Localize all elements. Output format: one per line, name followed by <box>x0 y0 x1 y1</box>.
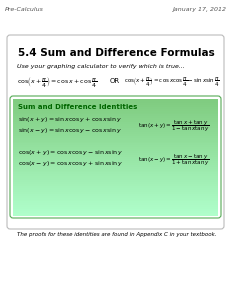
Bar <box>13 120 218 123</box>
Bar <box>13 101 218 104</box>
Bar <box>13 136 218 138</box>
Text: $\cos(x+y)=\cos x\cos y-\sin x\sin y$: $\cos(x+y)=\cos x\cos y-\sin x\sin y$ <box>18 148 124 157</box>
Bar <box>13 203 218 206</box>
Bar <box>13 130 218 132</box>
Bar <box>13 209 218 212</box>
Text: OR: OR <box>110 78 120 84</box>
Bar <box>13 132 218 134</box>
Bar <box>13 147 218 150</box>
Bar <box>13 167 218 169</box>
Bar <box>13 153 218 156</box>
Bar <box>13 188 218 190</box>
Bar <box>13 182 218 184</box>
Bar <box>13 169 218 171</box>
Bar <box>13 112 218 115</box>
Bar <box>13 128 218 130</box>
Bar <box>13 149 218 152</box>
Bar <box>13 213 218 215</box>
Text: $\sin(x-y)=\sin x\cos y-\cos x\sin y$: $\sin(x-y)=\sin x\cos y-\cos x\sin y$ <box>18 126 122 135</box>
Bar <box>13 116 218 119</box>
Bar <box>13 126 218 128</box>
Bar <box>13 159 218 161</box>
Bar <box>13 142 218 144</box>
Bar <box>13 174 218 177</box>
Text: $\cos(x-y)=\cos x\cos y+\sin x\sin y$: $\cos(x-y)=\cos x\cos y+\sin x\sin y$ <box>18 159 124 168</box>
Bar <box>13 172 218 175</box>
Bar <box>13 111 218 113</box>
Bar <box>13 186 218 188</box>
Text: January 17, 2012: January 17, 2012 <box>172 7 226 12</box>
Bar <box>13 205 218 208</box>
Bar <box>13 143 218 146</box>
Bar <box>13 184 218 187</box>
Bar <box>13 161 218 163</box>
Bar <box>13 122 218 124</box>
Text: $\tan(x+y)=\dfrac{\tan x+\tan y}{1-\tan x\tan y}$: $\tan(x+y)=\dfrac{\tan x+\tan y}{1-\tan … <box>138 118 210 134</box>
Bar <box>13 207 218 210</box>
Bar <box>13 165 218 167</box>
Bar <box>13 200 218 202</box>
Bar <box>13 211 218 214</box>
Bar <box>13 124 218 127</box>
Bar <box>13 109 218 111</box>
Bar <box>13 103 218 105</box>
Bar <box>13 176 218 179</box>
Bar <box>13 155 218 158</box>
Text: $\cos\!\left(x+\dfrac{\pi}{4}\right)=\cos x+\cos\dfrac{\pi}{4}$: $\cos\!\left(x+\dfrac{\pi}{4}\right)=\co… <box>17 75 97 89</box>
Text: Use your graphing calculator to verify which is true...: Use your graphing calculator to verify w… <box>17 64 185 69</box>
Bar <box>13 151 218 154</box>
Bar <box>13 99 218 101</box>
Bar <box>13 196 218 198</box>
Text: The proofs for these identities are found in Appendix C in your textbook.: The proofs for these identities are foun… <box>17 232 216 237</box>
Text: Pre-Calculus: Pre-Calculus <box>5 7 44 12</box>
Bar <box>13 170 218 173</box>
Bar <box>13 107 218 109</box>
Bar <box>13 198 218 200</box>
Text: $\cos\!\left(x+\dfrac{\pi}{4}\right)=\cos x\cos\dfrac{\pi}{4}-\sin x\sin\dfrac{\: $\cos\!\left(x+\dfrac{\pi}{4}\right)=\co… <box>124 75 220 88</box>
FancyBboxPatch shape <box>7 35 224 229</box>
Bar <box>13 190 218 192</box>
Text: Sum and Difference Identities: Sum and Difference Identities <box>18 104 137 110</box>
Bar <box>13 134 218 136</box>
Bar <box>13 138 218 140</box>
Bar <box>13 105 218 107</box>
Text: $\sin(x+y)=\sin x\cos y+\cos x\sin y$: $\sin(x+y)=\sin x\cos y+\cos x\sin y$ <box>18 115 122 124</box>
Bar <box>13 118 218 121</box>
Text: 5.4 Sum and Difference Formulas: 5.4 Sum and Difference Formulas <box>18 48 215 58</box>
Bar <box>13 140 218 142</box>
Bar <box>13 194 218 196</box>
Bar <box>13 180 218 183</box>
Text: $\tan(x-y)=\dfrac{\tan x-\tan y}{1+\tan x\tan y}$: $\tan(x-y)=\dfrac{\tan x-\tan y}{1+\tan … <box>138 152 210 168</box>
Bar <box>13 163 218 165</box>
Bar <box>13 192 218 194</box>
Bar <box>13 202 218 204</box>
Bar <box>13 178 218 181</box>
Bar <box>13 115 218 117</box>
Bar <box>13 157 218 159</box>
Bar <box>13 146 218 148</box>
